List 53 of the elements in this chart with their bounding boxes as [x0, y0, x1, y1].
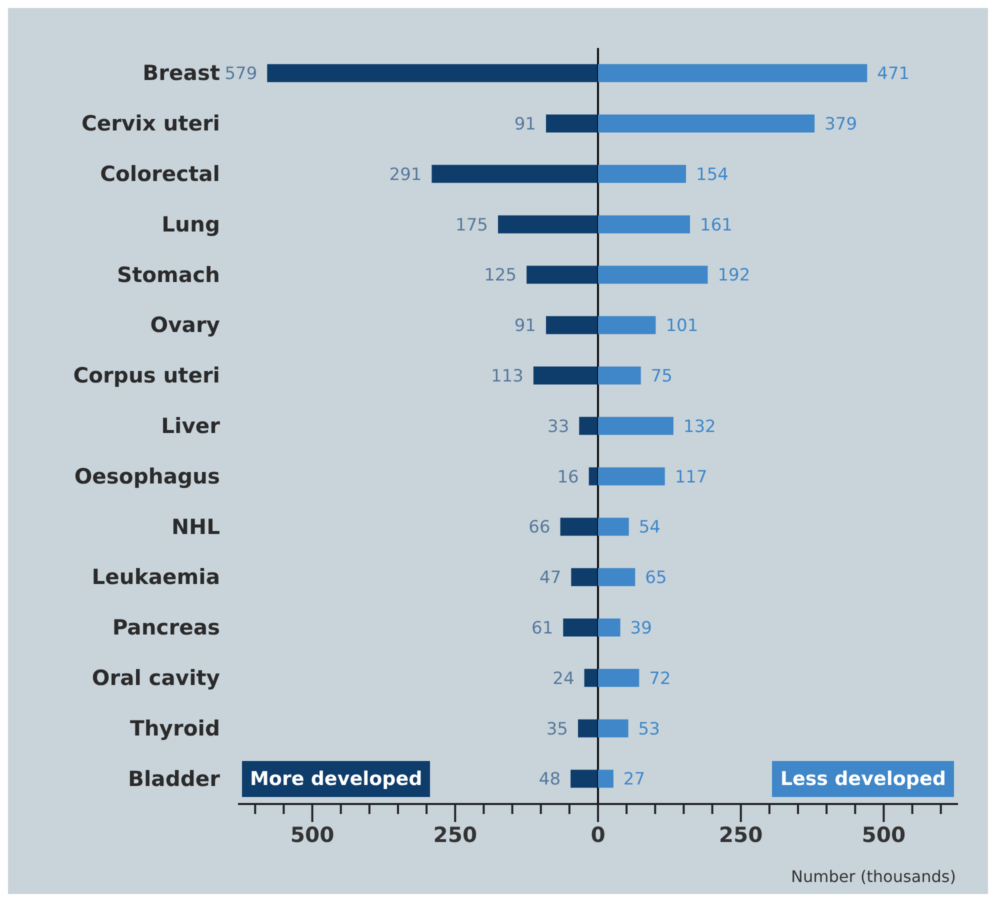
data-label: 91 [514, 114, 536, 135]
data-label: 65 [645, 568, 667, 588]
data-label: 471 [877, 64, 910, 84]
text: More developed [242, 760, 430, 797]
data-label: 175 [456, 215, 488, 236]
data-label: 75 [650, 366, 672, 387]
data-label: 24 [552, 668, 574, 689]
x-axis-title: Number (thousands) [791, 867, 956, 886]
data-label: 66 [528, 518, 550, 538]
y-tick-label: Breast [142, 61, 220, 86]
x-tick-label: 500 [290, 823, 334, 847]
data-label: 61 [532, 618, 554, 639]
data-label: 101 [666, 316, 698, 336]
data-label: 39 [630, 618, 652, 639]
y-tick-label: Cervix uteri [81, 112, 220, 136]
y-tick-label: Bladder [128, 766, 221, 791]
x-tick-label: 500 [862, 823, 906, 847]
data-label: 91 [514, 316, 536, 336]
data-label: 379 [824, 114, 858, 135]
data-label: 125 [484, 266, 517, 286]
x-tick-label: 250 [718, 823, 763, 847]
data-label: 27 [623, 770, 646, 790]
y-tick-label: Lung [162, 212, 220, 236]
data-label: 48 [538, 770, 561, 790]
y-tick-label: Liver [161, 414, 221, 438]
data-label: 33 [548, 416, 570, 437]
data-label: 16 [557, 467, 579, 488]
data-label: 54 [638, 518, 660, 538]
y-tick-label: Oesophagus [74, 464, 220, 488]
data-label: 192 [718, 266, 750, 286]
data-label: 47 [540, 568, 562, 588]
x-tick-label: 250 [433, 823, 478, 847]
data-label: 291 [389, 164, 422, 185]
data-label: 132 [683, 416, 716, 437]
y-tick-label: Pancreas [112, 616, 220, 640]
y-tick-label: NHL [171, 514, 220, 539]
y-tick-label: Leukaemia [92, 565, 220, 590]
y-tick-label: Corpus uteri [73, 364, 220, 388]
data-label: 117 [674, 467, 708, 488]
y-tick-label: Thyroid [130, 716, 220, 740]
y-tick-label: Stomach [116, 262, 220, 287]
data-label: 53 [638, 719, 660, 740]
data-label: 72 [649, 668, 671, 689]
data-label: 113 [490, 366, 524, 387]
data-label: 579 [224, 64, 258, 84]
data-label: 161 [700, 215, 732, 236]
y-tick-label: Oral cavity [92, 666, 220, 690]
y-tick-label: Colorectal [100, 162, 220, 186]
y-tick-label: Ovary [150, 313, 220, 338]
x-tick-label: 0 [590, 823, 606, 847]
data-label: 154 [696, 164, 728, 185]
data-label: 35 [546, 719, 568, 740]
text: Less developed [772, 760, 954, 797]
